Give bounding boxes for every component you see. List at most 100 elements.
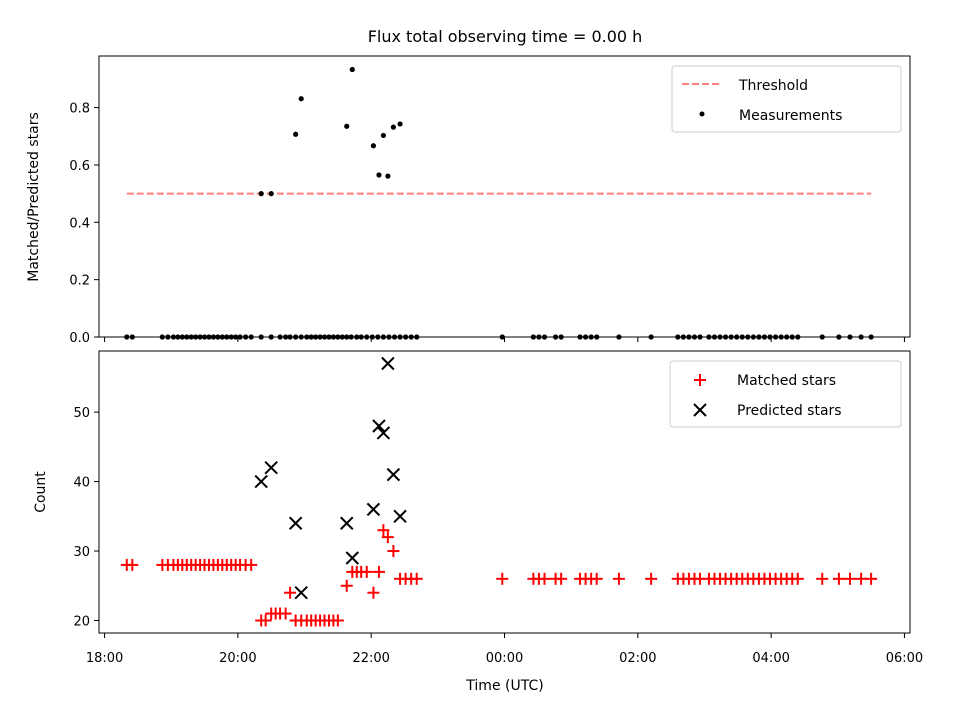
ratio-ytick-label: 0.8 bbox=[69, 102, 90, 117]
matched-star-point bbox=[816, 572, 829, 585]
count-panel-xlabel: Time (UTC) bbox=[465, 678, 543, 694]
count-ytick-label: 30 bbox=[73, 545, 90, 560]
matched-star-point bbox=[590, 572, 603, 585]
ratio-legend-frame bbox=[671, 65, 902, 133]
count-xtick-label: 00:00 bbox=[486, 651, 523, 666]
ratio-panel-legend: Threshold Measurements bbox=[671, 65, 902, 133]
count-panel-yticks: 20 30 40 50 bbox=[73, 406, 99, 629]
chart-title: Flux total observing time = 0.00 h bbox=[368, 27, 643, 46]
count-ytick-label: 40 bbox=[73, 476, 90, 491]
matched-star-point bbox=[844, 572, 857, 585]
count-xtick-label: 20:00 bbox=[219, 651, 256, 666]
matched-legend-label: Matched stars bbox=[737, 373, 836, 389]
ratio-panel-xticks bbox=[104, 337, 905, 342]
matched-star-point bbox=[360, 565, 373, 578]
measurement-point bbox=[380, 132, 387, 139]
count-xtick-label: 02:00 bbox=[619, 651, 656, 666]
matched-star-point bbox=[377, 524, 390, 537]
predicted-star-point bbox=[345, 551, 360, 565]
measurement-point bbox=[385, 173, 391, 179]
matched-star-point bbox=[331, 614, 344, 627]
count-panel: 20 30 40 50 18:00 20:00 22:00 00:00 02:00 04:00 0… bbox=[33, 350, 923, 694]
measurement-point bbox=[390, 124, 397, 130]
predicted-star-point bbox=[288, 516, 303, 530]
count-xtick-label: 04:00 bbox=[752, 651, 789, 666]
predicted-star-stroke-b bbox=[372, 419, 386, 433]
matched-star-point bbox=[387, 545, 400, 558]
ratio-ytick-label: 0.4 bbox=[69, 216, 90, 231]
ratio-ytick-label: 0.0 bbox=[69, 331, 90, 346]
measurements-legend-swatch bbox=[699, 111, 705, 117]
matched-star-point bbox=[555, 572, 568, 585]
matched-star-point bbox=[259, 614, 272, 627]
measurement-point bbox=[298, 96, 304, 102]
count-xtick-label: 22:00 bbox=[352, 651, 389, 666]
measurement-point bbox=[268, 191, 274, 197]
matched-star-point bbox=[381, 531, 394, 544]
ratio-panel-ylabel: Matched/Predicted stars bbox=[26, 112, 42, 282]
measurement-point bbox=[258, 191, 264, 197]
count-panel-ylabel: Count bbox=[33, 471, 49, 513]
measurement-point bbox=[370, 143, 377, 149]
measurement-point bbox=[349, 66, 355, 73]
matched-star-point bbox=[410, 572, 423, 585]
matched-star-point bbox=[126, 558, 139, 571]
matched-star-point bbox=[367, 586, 380, 599]
predicted-star-point bbox=[366, 502, 381, 517]
predicted-star-stroke-b bbox=[381, 356, 395, 371]
matched-star-point bbox=[284, 586, 297, 599]
predicted-star-point bbox=[340, 516, 354, 530]
predicted-star-point bbox=[381, 356, 395, 371]
count-panel-marks bbox=[120, 356, 878, 627]
matched-star-point bbox=[245, 558, 258, 571]
matched-star-point bbox=[865, 572, 878, 585]
matched-star-point bbox=[832, 572, 845, 585]
predicted-star-stroke-b bbox=[366, 502, 381, 517]
matched-star-point bbox=[340, 579, 353, 592]
count-panel-legend: Matched stars Predicted stars bbox=[669, 360, 902, 428]
predicted-star-stroke-b bbox=[264, 460, 278, 475]
predicted-star-stroke-b bbox=[376, 426, 391, 440]
predicted-star-point bbox=[376, 426, 391, 440]
matched-star-point bbox=[645, 572, 658, 585]
matched-star-point bbox=[496, 572, 509, 585]
count-xtick-label: 06:00 bbox=[886, 651, 923, 666]
predicted-star-point bbox=[264, 460, 278, 475]
matched-star-point bbox=[538, 572, 551, 585]
predicted-legend-swatch bbox=[693, 403, 707, 417]
predicted-star-point bbox=[386, 467, 401, 482]
predicted-star-stroke-b bbox=[345, 551, 360, 565]
predicted-legend-label: Predicted stars bbox=[737, 403, 842, 419]
matched-star-point bbox=[612, 572, 625, 585]
matched-star-point bbox=[791, 572, 804, 585]
count-legend-frame bbox=[669, 360, 902, 428]
ratio-panel-yticks: 0.0 0.2 0.4 0.6 0.8 bbox=[69, 102, 99, 346]
predicted-star-stroke-b bbox=[340, 516, 354, 530]
ratio-ytick-label: 0.6 bbox=[69, 159, 90, 174]
predicted-star-point bbox=[254, 474, 268, 489]
predicted-star-point bbox=[294, 586, 308, 600]
predicted-star-stroke-b bbox=[254, 474, 268, 489]
measurements-legend-label: Measurements bbox=[739, 108, 842, 124]
count-panel-xticks: 18:00 20:00 22:00 00:00 02:00 04:00 06:00 bbox=[86, 633, 923, 666]
matched-star-point bbox=[279, 607, 292, 620]
matched-star-point bbox=[372, 565, 385, 578]
threshold-legend-label: Threshold bbox=[738, 78, 808, 94]
predicted-star-stroke-b bbox=[294, 586, 308, 600]
measurement-point bbox=[376, 172, 382, 178]
predicted-star-point bbox=[372, 419, 386, 433]
count-xtick-label: 18:00 bbox=[86, 651, 123, 666]
predicted-star-stroke-b bbox=[386, 467, 401, 482]
measurement-point bbox=[293, 131, 299, 137]
predicted-star-stroke-b bbox=[288, 516, 303, 530]
matched-legend-swatch bbox=[694, 374, 706, 386]
predicted-star-stroke-b bbox=[393, 509, 407, 524]
ratio-ytick-label: 0.2 bbox=[69, 274, 90, 289]
predicted-star-point bbox=[393, 509, 407, 524]
count-ytick-label: 50 bbox=[73, 406, 90, 421]
measurement-point bbox=[397, 121, 403, 127]
ratio-panel: 0.00.20.40.60.8 Matched/Predicted stars … bbox=[26, 55, 911, 346]
measurement-point bbox=[344, 123, 350, 129]
count-ytick-label: 20 bbox=[73, 614, 90, 629]
